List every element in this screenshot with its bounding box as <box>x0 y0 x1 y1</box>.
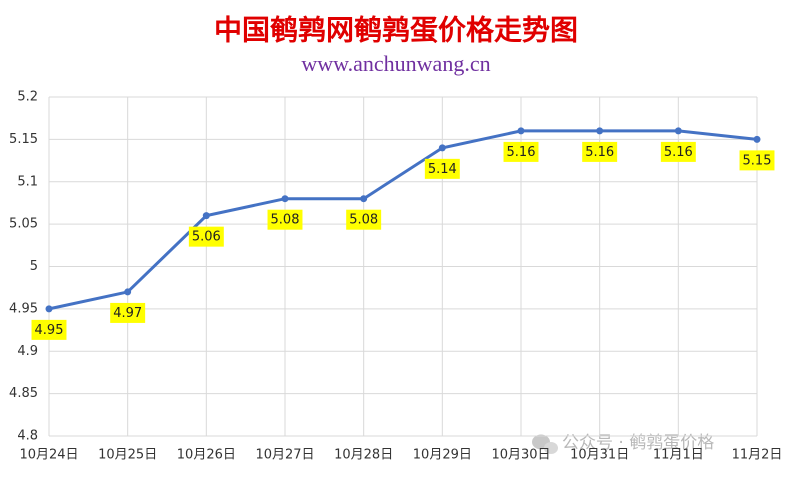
point <box>360 195 368 203</box>
watermark-icon <box>532 434 558 454</box>
point <box>124 288 132 296</box>
y-tick-label: 5.1 <box>17 174 38 189</box>
y-tick-label: 5.15 <box>9 132 38 147</box>
data-label: 5.06 <box>192 230 221 245</box>
data-label-bg <box>110 302 146 323</box>
y-tick-label: 4.9 <box>17 344 38 359</box>
y-tick-label: 5.05 <box>9 217 38 232</box>
data-label-bg <box>267 209 303 230</box>
x-tick-label: 10月30日 <box>491 448 550 463</box>
x-tick-label: 10月26日 <box>177 448 236 463</box>
data-label: 5.16 <box>507 145 536 160</box>
data-label-group: 4.95 <box>31 319 67 340</box>
data-label-bg <box>346 209 382 230</box>
data-label-group: 4.97 <box>110 302 146 323</box>
data-label-group: 5.16 <box>582 141 618 162</box>
data-label: 5.08 <box>349 213 378 228</box>
x-tick-label: 10月31日 <box>570 448 629 463</box>
chart-subtitle: www.anchunwang.cn <box>301 51 490 76</box>
data-label: 5.08 <box>271 213 300 228</box>
x-tick-label: 10月25日 <box>98 448 157 463</box>
data-label: 5.15 <box>743 153 772 168</box>
x-tick-label: 11月1日 <box>653 448 704 463</box>
point <box>438 144 446 152</box>
data-label-bg <box>739 150 775 171</box>
watermark: 公众号 · 鹌鹑蛋价格 <box>562 433 714 453</box>
x-tick-label: 10月28日 <box>334 448 393 463</box>
y-tick-label: 4.8 <box>17 429 38 444</box>
y-tick-label: 4.85 <box>9 386 38 401</box>
y-tick-label: 5 <box>30 259 38 274</box>
point <box>674 127 682 135</box>
data-label-bg <box>503 141 539 162</box>
data-label-group: 5.06 <box>188 226 224 247</box>
data-label: 5.16 <box>664 145 693 160</box>
chart-title: 中国鹌鹑网鹌鹑蛋价格走势图 <box>214 14 578 47</box>
data-label-group: 5.08 <box>267 209 303 230</box>
y-tick-label: 4.95 <box>9 301 38 316</box>
series-line <box>48 129 758 311</box>
x-tick-label: 10月24日 <box>19 448 78 463</box>
data-label: 5.14 <box>428 162 457 177</box>
data-label: 4.95 <box>35 323 64 338</box>
data-label-bg <box>31 319 67 340</box>
point <box>202 212 210 220</box>
data-label: 5.16 <box>585 145 614 160</box>
point <box>596 127 604 135</box>
data-label-group: 5.16 <box>503 141 539 162</box>
x-tick-label: 10月27日 <box>255 448 314 463</box>
point <box>45 305 53 313</box>
x-tick-label: 10月29日 <box>413 448 472 463</box>
x-tick-label: 11月2日 <box>732 448 783 463</box>
y-tick-label: 5.2 <box>17 90 38 105</box>
point <box>753 135 761 143</box>
point <box>281 195 289 203</box>
data-label-bg <box>660 141 696 162</box>
data-label-group: 5.15 <box>739 150 775 171</box>
data-label-bg <box>424 158 460 179</box>
data-label: 4.97 <box>113 306 142 321</box>
data-label-group: 5.08 <box>346 209 382 230</box>
data-label-group: 5.14 <box>424 158 460 179</box>
point <box>517 127 525 135</box>
data-label-bg <box>188 226 224 247</box>
data-label-bg <box>582 141 618 162</box>
data-label-group: 5.16 <box>660 141 696 162</box>
